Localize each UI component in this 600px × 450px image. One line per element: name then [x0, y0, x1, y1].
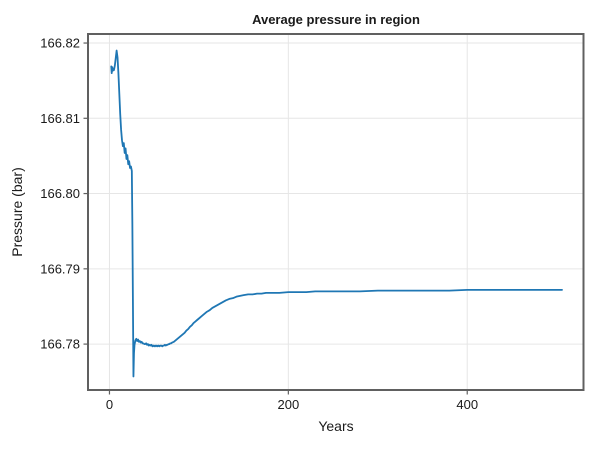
- pressure-series-line: [110, 49, 563, 378]
- x-tick-label: 400: [456, 397, 478, 412]
- x-axis-label: Years: [318, 418, 353, 434]
- y-tick-label: 166.80: [40, 186, 80, 201]
- x-tick-label: 200: [277, 397, 299, 412]
- axis-tick-labels: 0 200 400 166.78 166.79 166.80 166.81 166.82: [40, 36, 478, 412]
- y-axis-label: Pressure (bar): [9, 167, 25, 256]
- chart-title: Average pressure in region: [252, 12, 420, 27]
- plot-border: [87, 33, 585, 391]
- y-tick-label: 166.79: [40, 261, 80, 276]
- y-tick-label: 166.82: [40, 36, 80, 51]
- axis-ticks: [83, 42, 468, 395]
- x-tick-label: 0: [106, 397, 113, 412]
- y-tick-label: 166.78: [40, 337, 80, 352]
- y-tick-label: 166.81: [40, 111, 80, 126]
- grid-lines: [88, 34, 584, 390]
